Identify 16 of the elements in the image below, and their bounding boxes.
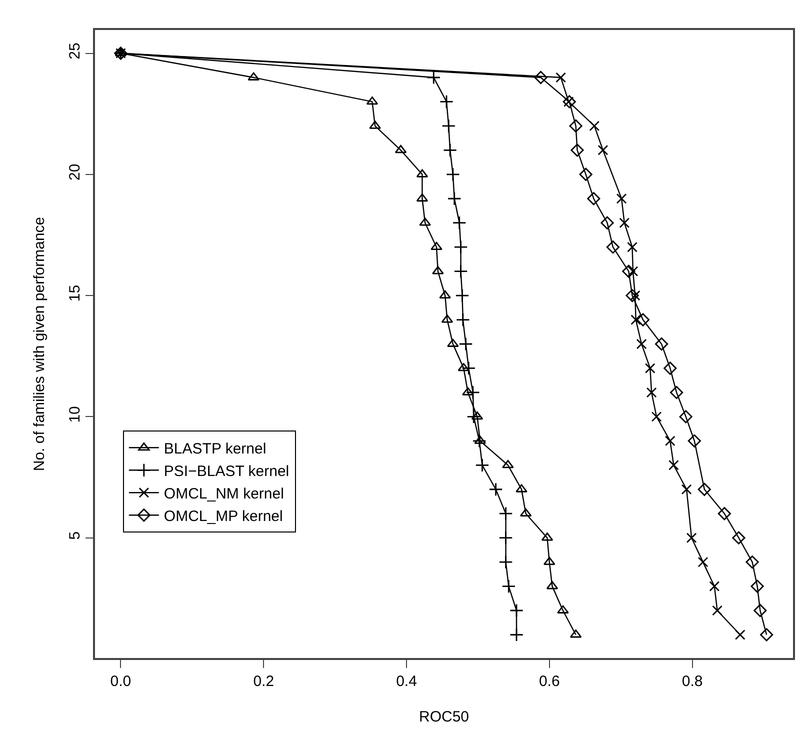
legend-label: OMCL_NM kernel bbox=[164, 486, 284, 502]
legend-label: OMCL_MP kernel bbox=[164, 508, 283, 525]
x-tick-label: 0.6 bbox=[538, 672, 560, 690]
y-tick-label: 25 bbox=[66, 42, 84, 60]
y-tick-label: 5 bbox=[66, 531, 84, 540]
x-tick-label: 0.4 bbox=[396, 672, 417, 690]
legend-label: BLASTP kernel bbox=[164, 440, 266, 458]
y-tick-label: 15 bbox=[66, 284, 84, 302]
x-axis-title: ROC50 bbox=[418, 708, 470, 726]
x-tick-label: 0.8 bbox=[682, 672, 703, 690]
y-tick-label: 20 bbox=[66, 164, 84, 180]
legend-label: PSI−BLAST kernel bbox=[164, 463, 290, 480]
x-tick-label: 0.0 bbox=[110, 672, 132, 690]
x-tick-label: 0.2 bbox=[253, 672, 274, 690]
y-tick-label: 10 bbox=[66, 406, 84, 423]
y-axis-title: No. of families with given performance bbox=[31, 216, 48, 472]
